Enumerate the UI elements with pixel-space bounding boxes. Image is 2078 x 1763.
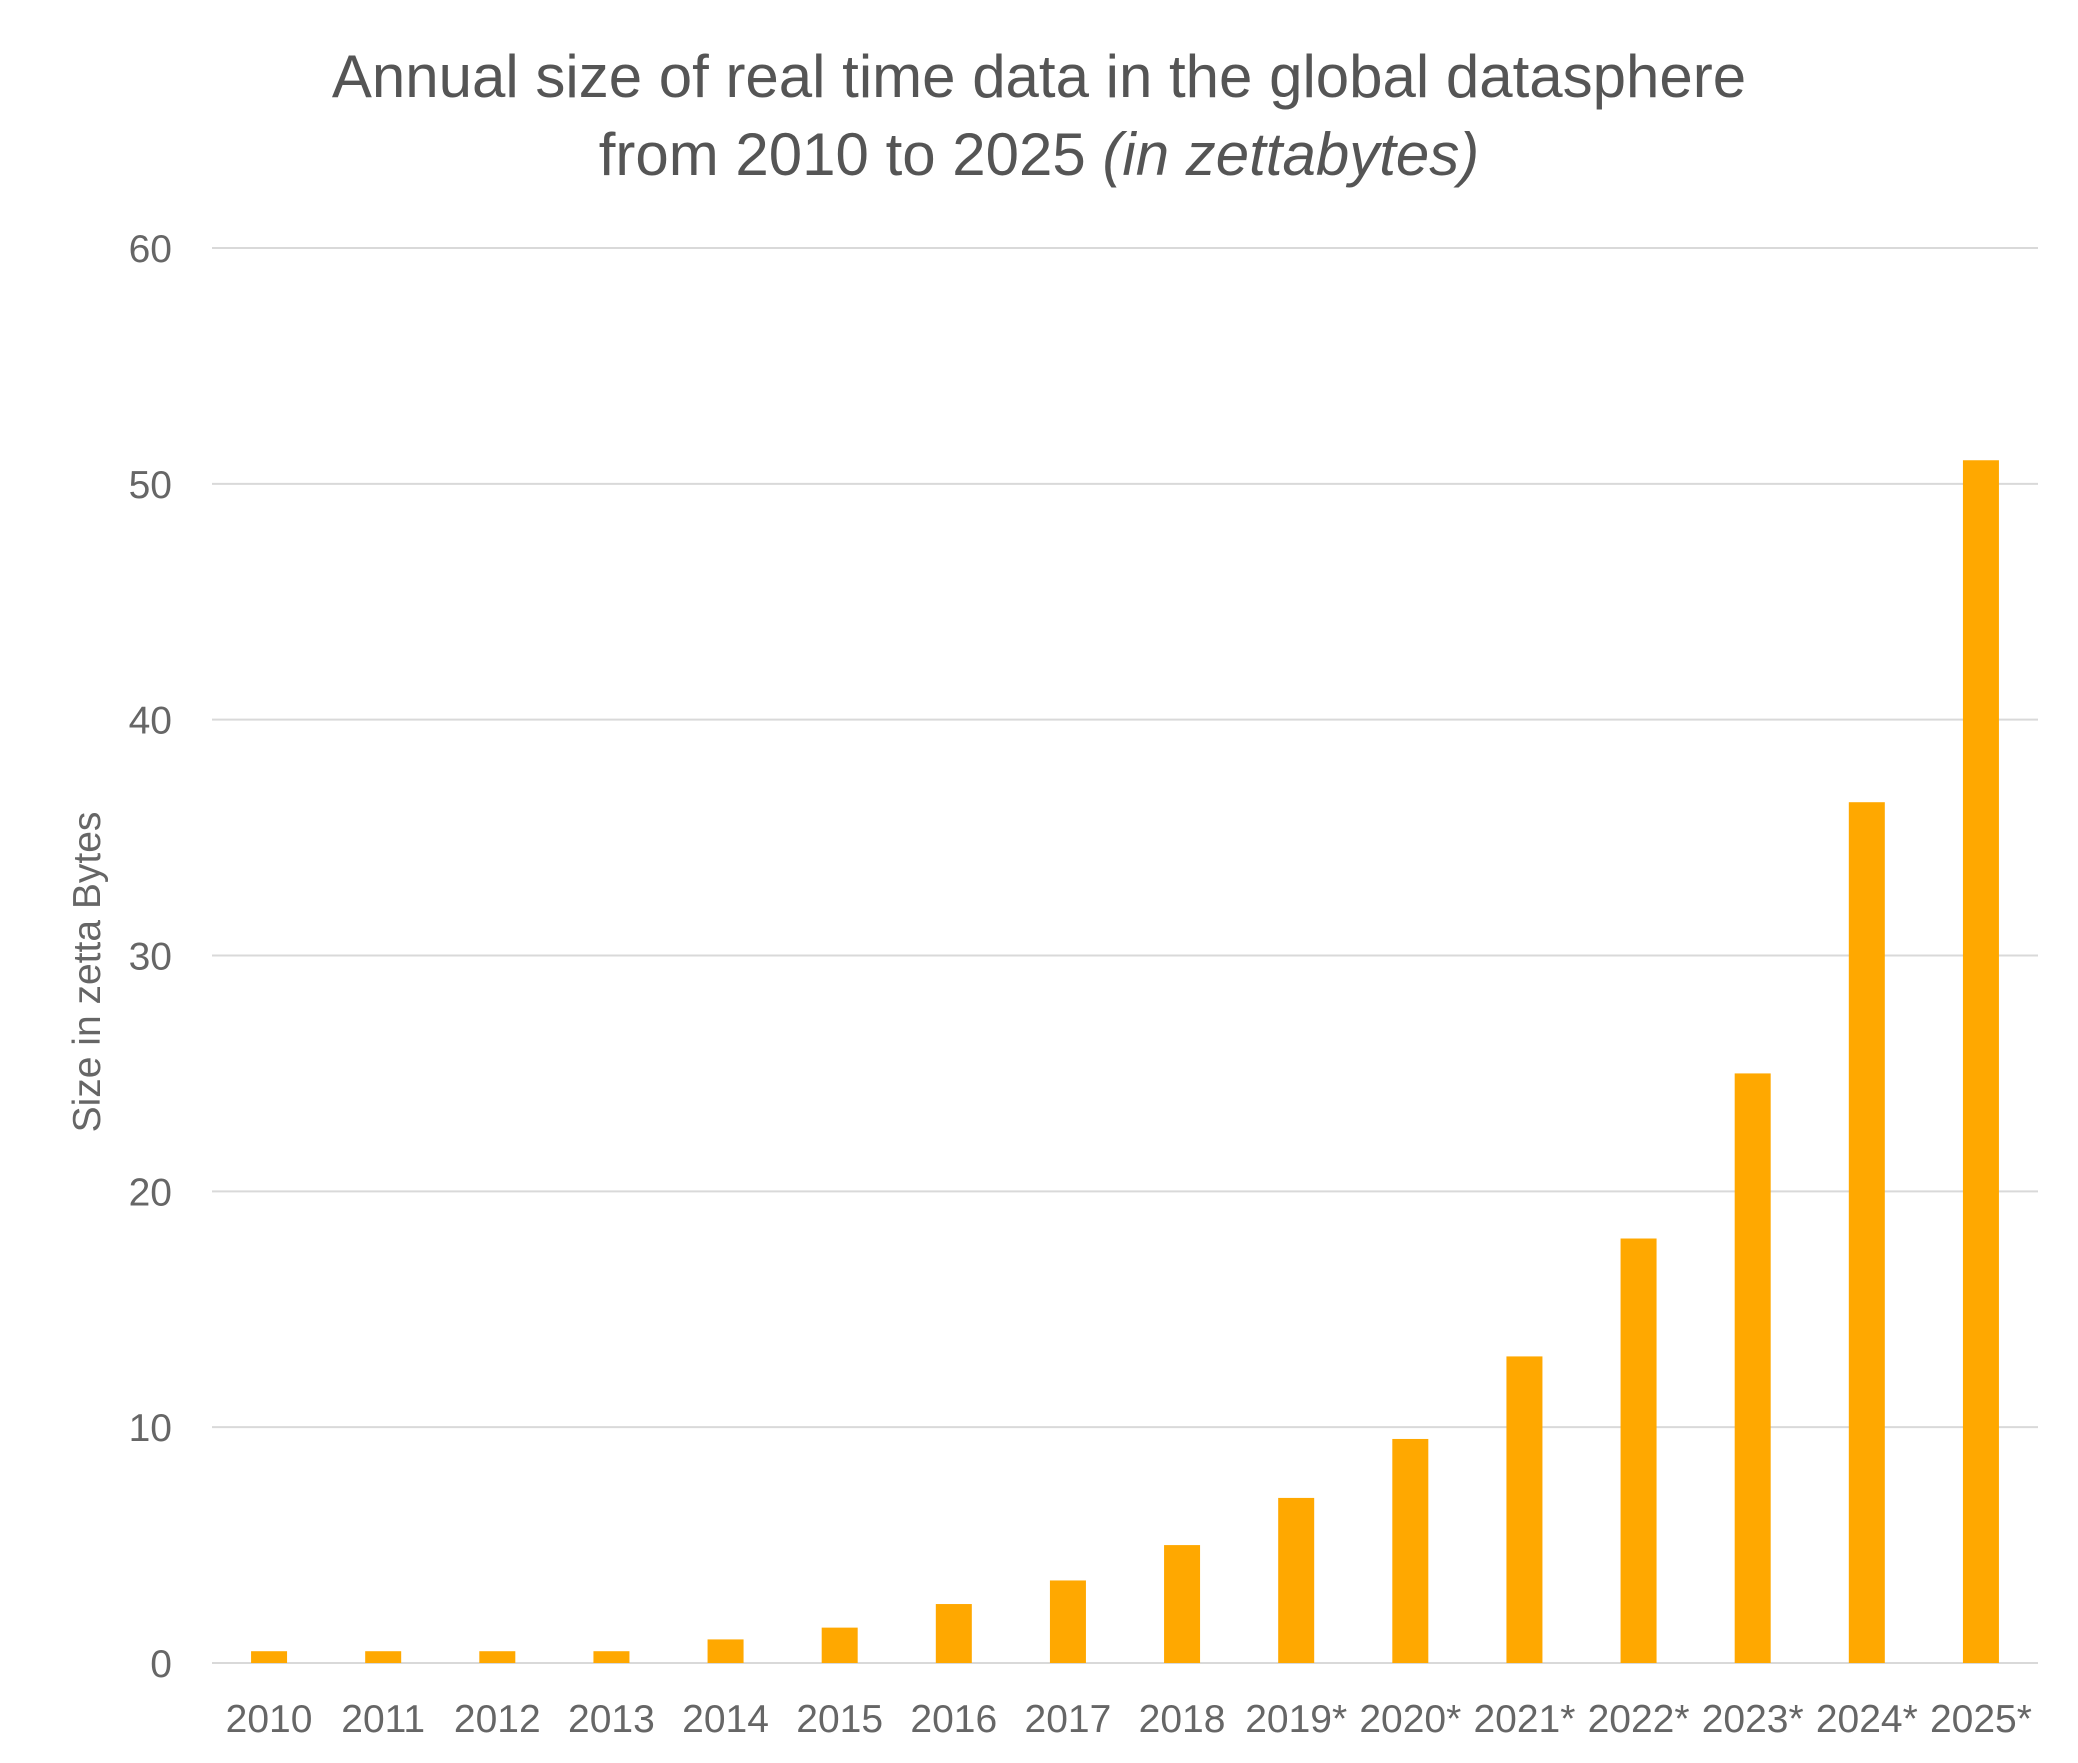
bar-2022-projected bbox=[1620, 1238, 1657, 1663]
bar-2016 bbox=[935, 1604, 972, 1663]
bar-2015 bbox=[821, 1627, 858, 1663]
x-tick-label: 2022* bbox=[1588, 1698, 1690, 1741]
bar-2017 bbox=[1049, 1580, 1086, 1663]
y-axis-tick-labels: 0 10 20 30 40 50 60 bbox=[129, 228, 172, 1686]
x-tick-label: 2020* bbox=[1359, 1698, 1461, 1741]
x-tick-label: 2015 bbox=[796, 1698, 883, 1741]
gridlines bbox=[212, 247, 2038, 1664]
x-tick-label: 2019* bbox=[1245, 1698, 1347, 1741]
bar-2018 bbox=[1164, 1545, 1201, 1663]
x-tick-label: 2016 bbox=[910, 1698, 997, 1741]
x-tick-label: 2017 bbox=[1025, 1698, 1112, 1741]
y-tick-label: 20 bbox=[129, 1171, 172, 1214]
y-tick-label: 0 bbox=[150, 1643, 172, 1686]
bar-2010 bbox=[251, 1651, 288, 1663]
y-tick-label: 10 bbox=[129, 1407, 172, 1450]
bar-2011 bbox=[365, 1651, 402, 1663]
chart-title: Annual size of real time data in the glo… bbox=[0, 38, 2078, 194]
x-tick-label: 2014 bbox=[682, 1698, 769, 1741]
x-tick-label: 2018 bbox=[1139, 1698, 1226, 1741]
bar-2025-projected bbox=[1962, 460, 1999, 1663]
chart-title-line-1: Annual size of real time data in the glo… bbox=[331, 43, 1747, 110]
x-tick-label: 2023* bbox=[1702, 1698, 1804, 1741]
bar-2014 bbox=[707, 1639, 744, 1663]
x-tick-label: 2024* bbox=[1816, 1698, 1918, 1741]
y-tick-label: 50 bbox=[129, 464, 172, 507]
chart-title-unit: (in zettabytes) bbox=[1102, 121, 1480, 188]
x-tick-label: 2010 bbox=[226, 1698, 313, 1741]
chart-title-main: from 2010 to 2025 bbox=[598, 121, 1103, 188]
y-tick-label: 40 bbox=[129, 700, 172, 743]
bar-2023-projected bbox=[1734, 1073, 1771, 1663]
bar-2013 bbox=[593, 1651, 630, 1663]
y-tick-label: 60 bbox=[129, 228, 172, 271]
bar-2012 bbox=[479, 1651, 516, 1663]
bars bbox=[251, 460, 1999, 1663]
x-tick-label: 2012 bbox=[454, 1698, 541, 1741]
x-tick-label: 2011 bbox=[341, 1698, 425, 1741]
x-tick-label: 2025* bbox=[1930, 1698, 2032, 1741]
bar-2019-projected bbox=[1278, 1497, 1315, 1663]
x-tick-label: 2021* bbox=[1473, 1698, 1575, 1741]
bar-2021-projected bbox=[1506, 1356, 1543, 1663]
chart-title-line-2: from 2010 to 2025 (in zettabytes) bbox=[0, 116, 2078, 194]
bar-2024-projected bbox=[1848, 802, 1885, 1663]
x-tick-label: 2013 bbox=[568, 1698, 655, 1741]
y-axis-title: Size in zetta Bytes bbox=[66, 812, 109, 1133]
x-axis-tick-labels: 2010 2011 2012 2013 2014 2015 2016 2017 2018 2019… bbox=[226, 1698, 2032, 1741]
bar-2020-projected bbox=[1392, 1438, 1429, 1663]
y-tick-label: 30 bbox=[129, 936, 172, 979]
